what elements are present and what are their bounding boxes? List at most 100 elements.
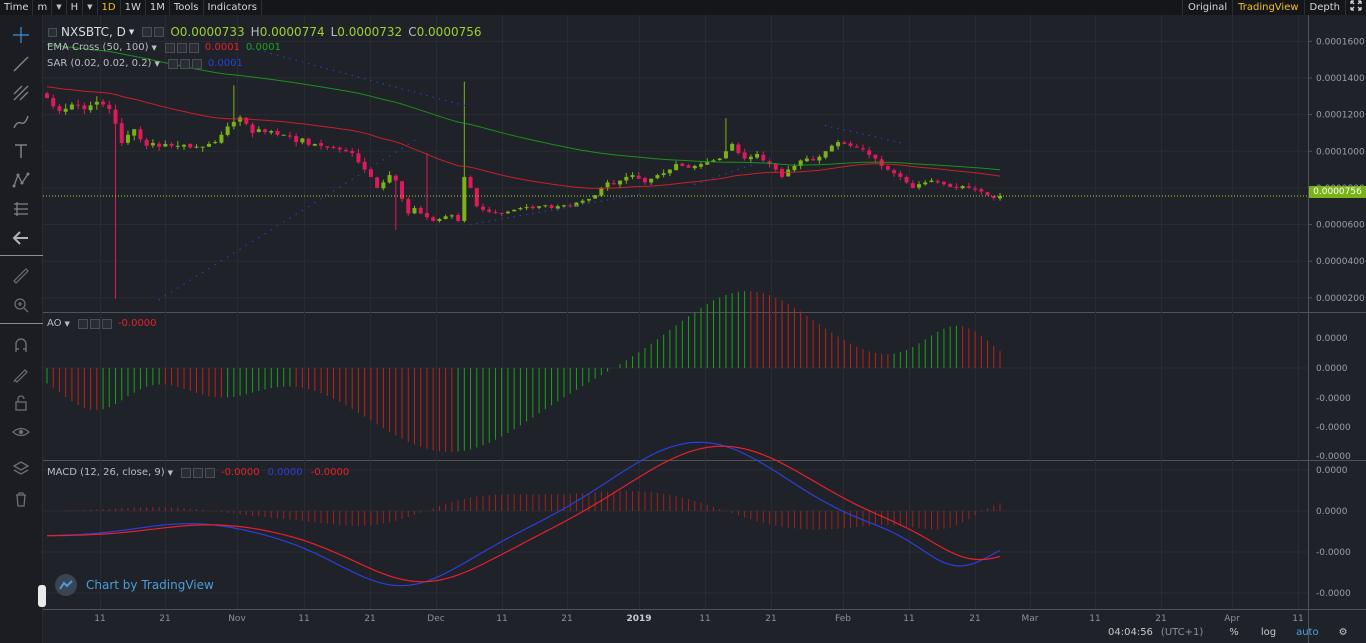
chart-canvas[interactable]: 11 21 Nov 11 21 Dec 11 21 2019 11 21 Feb 11 21 Mar 11 21…: [43, 15, 1366, 643]
sar-dot: [463, 104, 466, 107]
brush-icon[interactable]: [8, 110, 34, 134]
ema-label[interactable]: EMA Cross (50, 100): [47, 42, 149, 53]
candle-body: [481, 206, 486, 210]
depth-view-button[interactable]: Depth: [1303, 0, 1345, 15]
zoom-icon[interactable]: [8, 293, 34, 317]
hide-icon[interactable]: [154, 27, 165, 37]
pattern-icon[interactable]: [8, 168, 34, 192]
macd-label[interactable]: MACD (12, 26, close, 9): [47, 467, 165, 478]
macd-remove-icon[interactable]: [205, 467, 215, 478]
sar-dot: [289, 217, 291, 219]
sar-remove-icon[interactable]: [191, 58, 202, 69]
candle-body: [356, 153, 361, 163]
sar-label[interactable]: SAR (0.02, 0.02, 0.2): [47, 58, 152, 69]
candle-body: [860, 148, 865, 150]
interval-1m-button[interactable]: 1M: [146, 0, 170, 15]
interval-1d-button[interactable]: 1D: [98, 0, 121, 15]
percent-scale-button[interactable]: %: [1229, 627, 1239, 638]
tools-button[interactable]: Tools: [170, 0, 204, 15]
sar-dot: [880, 137, 883, 139]
minute-interval-button[interactable]: m: [33, 0, 53, 15]
ao-hide-icon[interactable]: [89, 318, 100, 329]
macd-caret-icon[interactable]: ▼: [167, 468, 173, 477]
time-axis-label: 21: [561, 614, 572, 624]
sar-hide-icon[interactable]: [179, 58, 190, 69]
settings-gear-icon[interactable]: ⚙: [1338, 627, 1348, 638]
log-scale-button[interactable]: log: [1260, 627, 1277, 638]
candle-body: [219, 134, 224, 143]
candle-body: [412, 208, 417, 214]
sar-dot: [762, 160, 765, 162]
ao-caret-icon[interactable]: ▼: [64, 319, 70, 328]
stay-drawing-icon[interactable]: [8, 362, 34, 386]
symbol-label[interactable]: NXSBTC, D: [61, 25, 126, 39]
time-axis-label: 11: [298, 614, 309, 624]
sar-dot: [476, 222, 478, 225]
symbol-caret-icon[interactable]: ▼: [128, 28, 135, 36]
fib-tools-icon[interactable]: [8, 81, 34, 105]
ema-caret-icon[interactable]: ▼: [151, 43, 157, 52]
sar-settings-icon[interactable]: [167, 58, 178, 69]
chart-area[interactable]: 11 21 Nov 11 21 Dec 11 21 2019 11 21 Feb 11 21 Mar 11 21…: [38, 15, 1366, 643]
macd-hist-value: -0.0000: [310, 467, 350, 478]
text-tool-icon[interactable]: [8, 139, 34, 163]
tradingview-view-button[interactable]: TradingView: [1232, 0, 1303, 15]
candle-body: [269, 131, 274, 133]
ao-remove-icon[interactable]: [101, 318, 112, 329]
layers-icon[interactable]: [8, 457, 34, 481]
sar-dot: [413, 91, 416, 93]
auto-scale-button[interactable]: auto: [1296, 627, 1319, 638]
candle-body: [655, 175, 660, 179]
candle-body: [543, 205, 548, 207]
candle-body: [885, 166, 890, 170]
time-button[interactable]: Time: [0, 0, 34, 15]
ao-settings-icon[interactable]: [77, 318, 88, 329]
sar-dot: [295, 213, 297, 215]
crosshair-icon[interactable]: [8, 23, 34, 47]
sar-dot: [874, 136, 877, 138]
ema-settings-icon[interactable]: [164, 42, 175, 53]
ema-remove-icon[interactable]: [188, 42, 199, 53]
timezone-label[interactable]: (UTC+1): [1160, 627, 1204, 638]
sar-actions: [167, 58, 204, 69]
hour-caret-icon[interactable]: ▼: [83, 0, 98, 15]
watermark-handle[interactable]: [38, 585, 46, 607]
collapse-legend-icon[interactable]: [48, 27, 57, 37]
sar-dot: [326, 194, 328, 196]
ao-legend: AO ▼ -0.0000: [47, 318, 157, 329]
view-switcher: Original TradingView Depth: [1181, 0, 1366, 15]
high-label: H: [250, 25, 260, 39]
magnet-icon[interactable]: [8, 333, 34, 357]
back-arrow-icon[interactable]: [8, 226, 34, 250]
prediction-icon[interactable]: [8, 197, 34, 221]
candle-body: [910, 183, 915, 188]
candle-body: [836, 142, 841, 147]
sar-dot: [289, 58, 291, 60]
original-view-button[interactable]: Original: [1181, 0, 1232, 15]
candle-body: [518, 208, 523, 210]
fullscreen-icon[interactable]: [1345, 0, 1366, 15]
sar-dot: [899, 141, 902, 144]
macd-hide-icon[interactable]: [193, 467, 203, 478]
eye-icon[interactable]: [8, 420, 34, 444]
minute-caret-icon[interactable]: ▼: [52, 0, 67, 15]
macd-settings-icon[interactable]: [181, 467, 191, 478]
indicators-button[interactable]: Indicators: [204, 0, 262, 15]
ao-label[interactable]: AO: [47, 318, 62, 329]
sar-dot: [837, 127, 839, 130]
interval-1w-button[interactable]: 1W: [121, 0, 146, 15]
settings-icon[interactable]: [142, 27, 153, 37]
candle-body: [512, 209, 517, 212]
sar-dot: [438, 98, 441, 100]
lock-icon[interactable]: [8, 391, 34, 415]
sar-caret-icon[interactable]: ▼: [154, 59, 160, 68]
candle-body: [624, 176, 629, 181]
ruler-icon[interactable]: [8, 264, 34, 288]
trend-line-icon[interactable]: [8, 52, 34, 76]
ema-hide-icon[interactable]: [176, 42, 187, 53]
candle-body: [549, 205, 554, 209]
trash-icon[interactable]: [8, 487, 34, 511]
hour-interval-button[interactable]: H: [67, 0, 84, 15]
candle-body: [294, 136, 299, 143]
tradingview-watermark[interactable]: Chart by TradingView: [55, 574, 214, 596]
